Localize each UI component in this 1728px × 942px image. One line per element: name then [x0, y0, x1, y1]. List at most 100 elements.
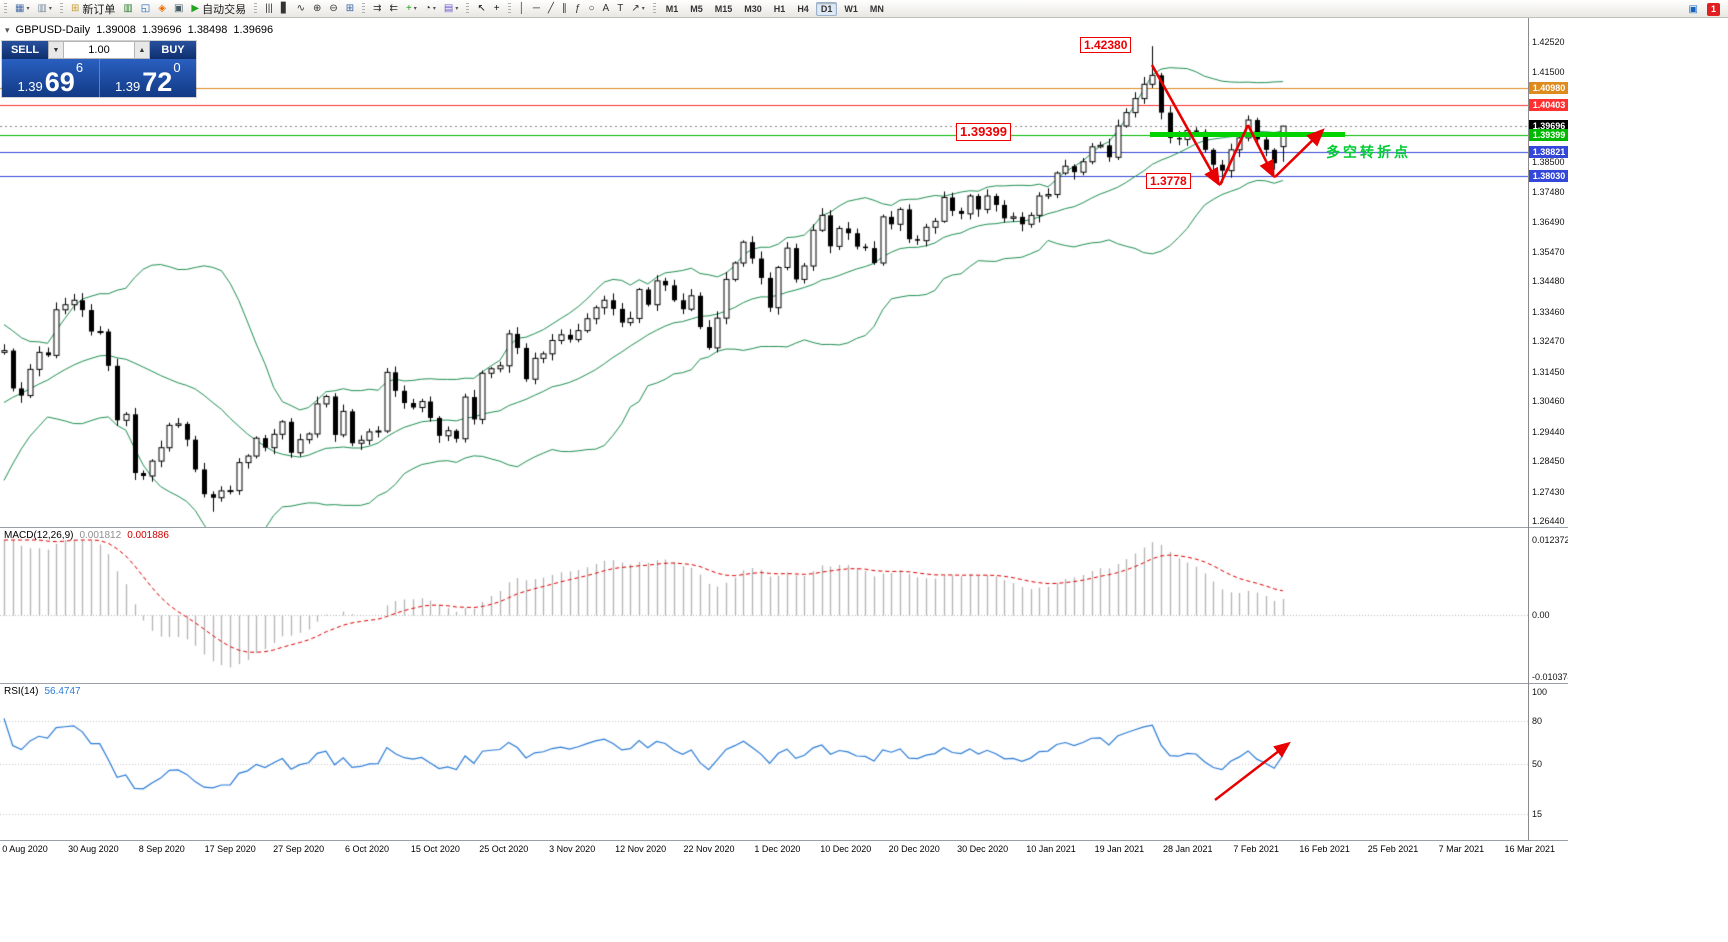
line-chart-icon[interactable]: ∿ — [294, 1, 308, 16]
shapes-icon[interactable]: ○ — [586, 1, 598, 16]
timeframe-m30[interactable]: M30 — [744, 3, 762, 14]
timeframe-d1[interactable]: D1 — [815, 1, 838, 16]
price-axis-label: 1.35470 — [1532, 247, 1565, 257]
timeframe-m15[interactable]: M15 — [714, 3, 733, 14]
timeframe-h1[interactable]: H1 — [773, 3, 786, 14]
bid-price-button[interactable]: 1.39 69 6 — [2, 59, 99, 97]
label-icon[interactable]: T — [614, 1, 626, 16]
templates-icon[interactable]: ▤ ▾ — [441, 1, 461, 16]
timeframe-w1[interactable]: W1 — [844, 3, 858, 14]
terminal-icon[interactable]: ▣ — [171, 1, 186, 16]
chevron-down-icon: ▾ — [432, 6, 436, 12]
price-axis: 1.42520 1.41500 1.38500 1.37480 1.36490 1.354… — [1528, 17, 1568, 840]
notification-badge[interactable]: 1 — [1707, 3, 1720, 16]
rsi-canvas[interactable] — [0, 684, 1528, 840]
price-axis-badge: 1.40403 — [1529, 99, 1568, 112]
panel-divider[interactable] — [0, 683, 1568, 684]
indicator-axis-label: -0.010374 — [1532, 672, 1568, 682]
buy-button[interactable]: BUY — [150, 41, 196, 59]
rsi-label: RSI(14) — [4, 686, 39, 697]
candlestick-icon[interactable]: ▋ — [278, 1, 292, 16]
auto-scroll-icon[interactable]: ⇉ — [370, 1, 384, 16]
autotrade-button: ▶ — [191, 2, 200, 14]
macd-main-value: 0.001812 — [79, 530, 122, 541]
data-window-icon: ◱ — [140, 2, 151, 14]
periods-icon[interactable]: ◔ ▾ — [422, 1, 439, 16]
chart-shift-icon: ⇇ — [389, 2, 398, 14]
label-icon: T — [617, 2, 624, 14]
volume-increase-button[interactable]: ▲ — [134, 41, 150, 59]
price-axis-label: 1.31450 — [1532, 366, 1565, 377]
channel-icon[interactable]: ∥ — [559, 1, 570, 16]
toolbar-grip[interactable] — [4, 3, 7, 14]
sell-button[interactable]: SELL — [2, 41, 48, 59]
indicator-axis: 0.012372 0.00 -0.010374 100 80 50 15 — [1528, 17, 1568, 840]
crosshair-icon[interactable]: + — [491, 1, 503, 16]
autotrade-button[interactable]: ▶ 自动交易 — [188, 1, 249, 16]
time-axis-label: 19 Jan 2021 — [1094, 844, 1145, 854]
time-axis-label: 15 Oct 2020 — [410, 844, 460, 854]
timeframe-h4[interactable]: H4 — [797, 3, 809, 14]
timeframe-m5[interactable]: M5 — [690, 3, 703, 14]
fibonacci-icon[interactable]: ƒ — [572, 1, 584, 16]
volume-input[interactable]: 1.00 — [64, 41, 134, 59]
timeframe-m1[interactable]: M1 — [665, 3, 679, 14]
zoom-in-icon: ⊕ — [312, 2, 322, 14]
fibonacci-icon: ƒ — [574, 2, 581, 14]
price-annotation-low[interactable]: 1.3778 — [1146, 173, 1191, 189]
main-chart-canvas[interactable] — [0, 17, 1528, 527]
profiles-icon[interactable]: ▥ ▾ — [34, 1, 54, 16]
data-window-icon[interactable]: ◱ — [138, 1, 153, 16]
toolbar: ▦ ▾ ▥ ▾ ⊞ 新订单 ▥ ◱ ◈ ▣ ▶ 自动交易 ||| ▋ ∿ ⊕ ⊖ ⊞ ⇉ ⇇ + ▾ ◔ ▾ ▤ ▾ ↖ + │ ─ ╱ ∥ ƒ… — [0, 0, 1728, 18]
panel-divider — [0, 840, 1568, 841]
panel-divider[interactable] — [0, 527, 1568, 528]
indicators-icon[interactable]: + ▾ — [403, 1, 420, 16]
chart-shift-icon[interactable]: ⇇ — [387, 1, 401, 16]
vertical-line-icon[interactable]: │ — [516, 1, 528, 16]
toolbar-grip[interactable] — [362, 3, 366, 14]
arrows-icon[interactable]: ↗ ▾ — [628, 1, 647, 16]
price-annotation-peak[interactable]: 1.42380 — [1080, 37, 1132, 53]
window-list-icon[interactable]: ▣ — [1688, 3, 1698, 15]
chevron-down-icon: ▾ — [26, 6, 30, 12]
horizontal-line-icon: ─ — [532, 2, 540, 14]
ask-price-button[interactable]: 1.39 72 0 — [100, 59, 197, 97]
bar-chart-icon[interactable]: ||| — [262, 1, 276, 16]
tile-windows-icon[interactable]: ⊞ — [343, 1, 357, 16]
support-resistance-line[interactable] — [1150, 132, 1345, 137]
horizontal-line-icon[interactable]: ─ — [530, 1, 543, 16]
time-axis-label: 28 Jan 2021 — [1163, 844, 1213, 854]
autotrade-button-label: 自动交易 — [202, 3, 247, 16]
price-axis-line — [1528, 17, 1529, 840]
toolbar-grip[interactable] — [507, 3, 511, 14]
zoom-out-icon: ⊖ — [329, 2, 338, 14]
new-order-button[interactable]: ⊞ 新订单 — [68, 1, 118, 16]
text-icon[interactable]: A — [600, 1, 613, 16]
indicators-icon: + — [405, 2, 412, 14]
zoom-out-icon[interactable]: ⊖ — [326, 1, 340, 16]
time-axis-label: 16 Mar 2021 — [1504, 844, 1556, 854]
candlestick-icon: ▋ — [280, 2, 289, 14]
toolbar-grip[interactable] — [652, 3, 656, 14]
time-axis-label: 27 Sep 2020 — [273, 844, 325, 854]
price-axis-label: 1.36490 — [1532, 216, 1565, 227]
pivot-note-text[interactable]: 多空转折点 — [1326, 144, 1411, 160]
zoom-in-icon[interactable]: ⊕ — [310, 1, 324, 16]
time-axis-label: 17 Sep 2020 — [204, 844, 256, 854]
market-watch-icon[interactable]: ▥ — [120, 1, 135, 16]
time-axis-label: 7 Feb 2021 — [1233, 844, 1279, 854]
navigator-icon[interactable]: ◈ — [155, 1, 169, 16]
price-annotation-pivot[interactable]: 1.39399 — [956, 123, 1011, 141]
volume-decrease-button[interactable]: ▼ — [48, 41, 64, 59]
toolbar-grip[interactable] — [254, 3, 258, 14]
timeframe-mn[interactable]: MN — [869, 3, 884, 14]
time-axis-label: 30 Aug 2020 — [68, 844, 119, 854]
indicator-axis-label: 0.012372 — [1532, 535, 1568, 545]
trendline-icon[interactable]: ╱ — [545, 1, 557, 16]
macd-canvas[interactable] — [0, 528, 1528, 683]
toolbar-grip[interactable] — [466, 3, 470, 14]
new-chart-icon[interactable]: ▦ ▾ — [12, 1, 32, 16]
chart-title: ▾ GBPUSD-Daily 1.39008 1.39696 1.38498 1… — [5, 24, 273, 36]
toolbar-grip[interactable] — [59, 3, 63, 14]
cursor-icon[interactable]: ↖ — [474, 1, 488, 16]
